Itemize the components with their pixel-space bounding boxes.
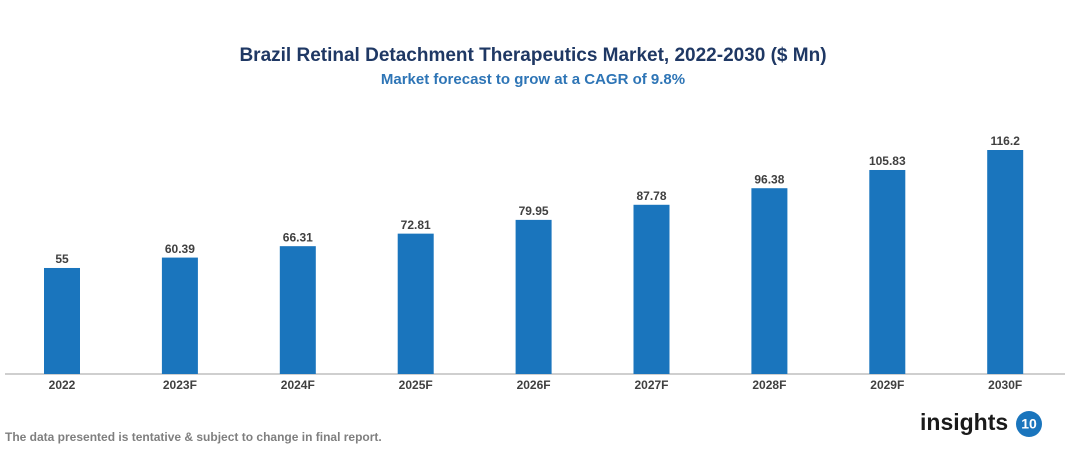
data-label: 66.31 [283,230,313,244]
logo-text: insights [920,409,1008,435]
x-tick-label: 2029F [870,378,904,392]
footer-note: The data presented is tentative & subjec… [5,430,382,444]
bar [633,204,670,374]
chart-title: Brazil Retinal Detachment Therapeutics M… [239,45,826,66]
bar [279,246,316,374]
x-tick-label: 2025F [399,378,433,392]
logo-number: 10 [1021,416,1037,432]
data-label: 72.81 [401,218,431,232]
data-label: 55 [55,252,69,266]
data-label: 79.95 [519,204,549,218]
bar [869,169,906,374]
data-label: 60.39 [165,242,195,256]
bar [515,219,552,374]
bar [987,150,1024,374]
bar [397,233,434,374]
x-tick-label: 2022 [49,378,76,392]
chart-subtitle: Market forecast to grow at a CAGR of 9.8… [381,71,685,88]
data-label: 87.78 [636,189,666,203]
logo-circle [1016,411,1042,437]
x-tick-label: 2028F [752,378,786,392]
x-tick-label: 2023F [163,378,197,392]
data-label: 116.2 [991,134,1021,148]
data-label: 96.38 [754,172,784,186]
x-tick-label: 2027F [634,378,668,392]
bar [751,188,788,374]
bar [44,267,80,374]
bar [161,257,198,374]
x-tick-label: 2026F [517,378,551,392]
x-tick-label: 2030F [988,378,1022,392]
x-tick-label: 2024F [281,378,315,392]
data-label: 105.83 [869,154,906,168]
